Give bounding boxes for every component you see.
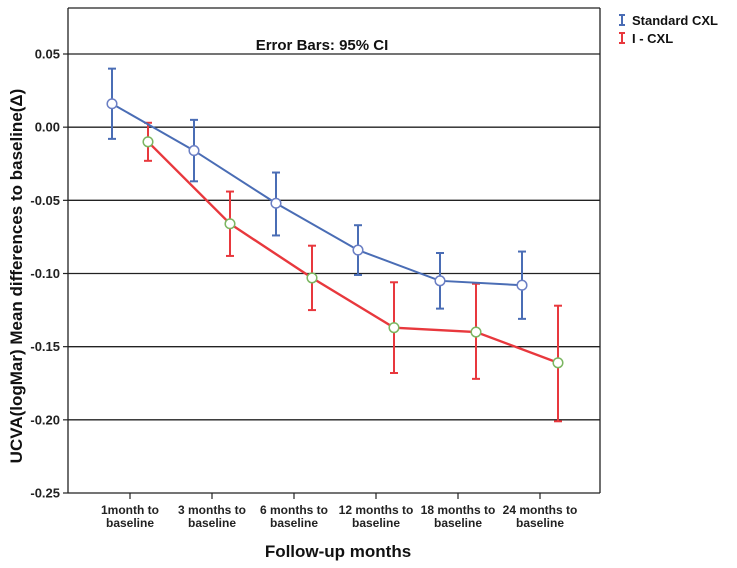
x-tick-label-5-1: baseline <box>516 516 564 530</box>
y-tick-label-0: 0.05 <box>35 47 60 62</box>
x-tick-label-2-1: baseline <box>270 516 318 530</box>
legend-label-0: Standard CXL <box>632 13 718 28</box>
data-point-0-5 <box>516 279 528 291</box>
series-group <box>106 67 564 423</box>
series-line-1 <box>147 140 559 364</box>
y-tick-labels: 0.05 0.00 -0.05 -0.10 -0.15 -0.20 -0.25 <box>30 47 68 501</box>
data-point-1-2 <box>306 272 318 284</box>
legend-label-1: I - CXL <box>632 31 673 46</box>
x-tick-label-1-1: baseline <box>188 516 236 530</box>
y-tick-label-1: 0.00 <box>35 120 60 135</box>
error-bars-annotation: Error Bars: 95% CI <box>256 37 389 54</box>
x-tick-label-0-1: baseline <box>106 516 154 530</box>
y-tick-label-6: -0.25 <box>30 486 60 501</box>
data-point-0-3 <box>352 244 364 256</box>
y-tick-label-3: -0.10 <box>30 266 60 281</box>
y-axis-title: UCVA(logMar) Mean differences to baselin… <box>7 89 26 464</box>
y-tick-label-4: -0.15 <box>30 339 60 354</box>
y-tick-label-2: -0.05 <box>30 193 60 208</box>
data-point-0-0 <box>106 98 118 110</box>
x-tick-label-4-1: baseline <box>434 516 482 530</box>
x-tick-label-4-0: 18 months to <box>421 503 496 517</box>
data-point-1-0 <box>142 136 154 148</box>
data-point-1-1 <box>224 218 236 230</box>
data-point-1-5 <box>552 357 564 369</box>
data-point-0-1 <box>188 145 200 157</box>
x-tick-label-1-0: 3 months to <box>178 503 246 517</box>
x-tick-label-5-0: 24 months to <box>503 503 578 517</box>
data-point-0-4 <box>434 275 446 287</box>
gridlines <box>68 53 600 421</box>
data-point-1-3 <box>388 322 400 334</box>
series-line-0 <box>111 102 523 287</box>
data-point-0-2 <box>270 197 282 209</box>
legend: Standard CXL I - CXL <box>619 13 718 46</box>
legend-item-1: I - CXL <box>619 31 673 46</box>
legend-item-0: Standard CXL <box>619 13 718 28</box>
x-tick-label-3-0: 12 months to <box>339 503 414 517</box>
y-tick-label-5: -0.20 <box>30 412 60 427</box>
series-0 <box>106 67 528 320</box>
x-tick-label-2-0: 6 months to <box>260 503 328 517</box>
x-tick-label-3-1: baseline <box>352 516 400 530</box>
data-point-1-4 <box>470 326 482 338</box>
axes <box>67 7 601 494</box>
series-1 <box>142 121 564 423</box>
x-axis-title: Follow-up months <box>265 542 411 561</box>
x-tick-label-0-0: 1month to <box>101 503 159 517</box>
